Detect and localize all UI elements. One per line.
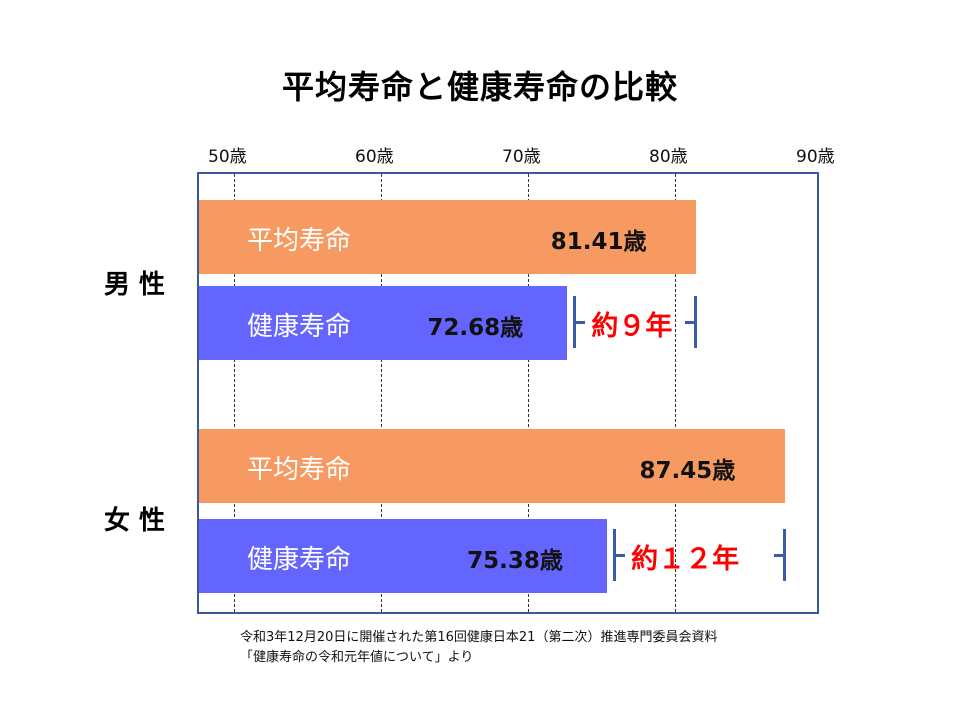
x-tick-label: 80歳 — [649, 147, 688, 167]
bar-label: 健康寿命 — [247, 545, 352, 575]
source-line-2: 「健康寿命の令和元年値について」より — [240, 650, 474, 665]
bar-label: 平均寿命 — [247, 226, 352, 256]
bar-label: 健康寿命 — [247, 312, 352, 342]
gridline — [234, 174, 235, 612]
gap-label: 約１２年 — [631, 544, 740, 575]
bar-label: 平均寿命 — [247, 455, 352, 485]
bar-value-label: 75.38歳 — [467, 548, 563, 574]
chart-title: 平均寿命と健康寿命の比較 — [281, 68, 678, 106]
x-tick-label: 60歳 — [355, 147, 394, 167]
bar — [199, 200, 696, 274]
gap-bracket-tick — [573, 321, 586, 324]
x-tick-label: 70歳 — [502, 147, 541, 167]
gap-label: 約９年 — [591, 311, 673, 342]
plot-area: 平均寿命 81.41歳 健康寿命 72.68歳 平均寿命 87.45歳 健康寿命 75.38歳 — [197, 172, 819, 614]
bar-value-label: 72.68歳 — [427, 315, 524, 341]
bar — [199, 519, 608, 593]
x-tick-label: 50歳 — [208, 147, 247, 167]
gap-bracket-tick — [684, 321, 697, 324]
source-line-1: 令和3年12月20日に開催された第16回健康日本21（第二次）推進専門委員会資料 — [240, 630, 718, 645]
x-tick-label: 90歳 — [796, 147, 835, 167]
gridline — [675, 174, 676, 612]
source-note: 令和3年12月20日に開催された第16回健康日本21（第二次）推進専門委員会資料… — [240, 628, 717, 668]
bar — [199, 429, 785, 503]
group-label: 男 性 — [104, 270, 166, 300]
gap-bracket-tick — [613, 554, 626, 557]
gridline — [381, 174, 382, 612]
bar — [199, 286, 568, 360]
gap-bracket-tick — [773, 554, 786, 557]
gridline — [528, 174, 529, 612]
bar-value-label: 87.45歳 — [639, 458, 736, 484]
group-label: 女 性 — [104, 506, 166, 536]
bar-value-label: 81.41歳 — [550, 229, 647, 255]
